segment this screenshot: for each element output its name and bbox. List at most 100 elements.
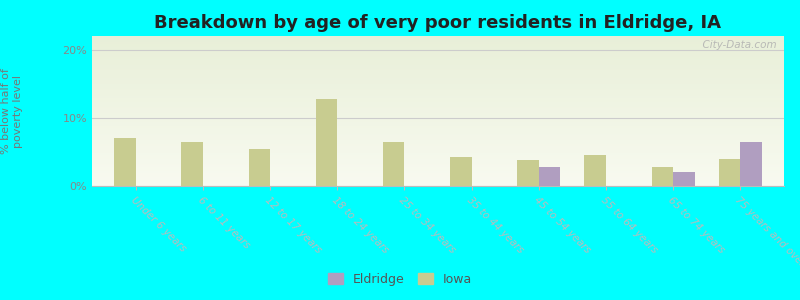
Bar	[92, 123, 784, 124]
Bar	[92, 56, 784, 57]
Bar	[92, 128, 784, 129]
Bar	[92, 42, 784, 44]
Bar	[92, 80, 784, 81]
Bar	[92, 39, 784, 40]
Bar	[92, 98, 784, 99]
Bar	[92, 124, 784, 126]
Bar	[92, 130, 784, 132]
Bar	[719, 159, 740, 186]
Bar	[92, 85, 784, 87]
Bar	[92, 134, 784, 135]
Bar	[92, 54, 784, 56]
Bar	[92, 126, 784, 128]
Bar	[92, 69, 784, 70]
Bar	[92, 184, 784, 186]
Bar	[92, 72, 784, 74]
Bar	[92, 52, 784, 54]
Bar	[92, 158, 784, 159]
Bar	[92, 140, 784, 141]
Bar	[92, 112, 784, 114]
Bar	[92, 165, 784, 166]
Bar	[92, 162, 784, 164]
Bar	[92, 168, 784, 170]
Bar	[92, 183, 784, 184]
Bar	[92, 132, 784, 134]
Bar	[92, 87, 784, 88]
Bar	[92, 74, 784, 75]
Text: % below half of
poverty level: % below half of poverty level	[1, 68, 23, 154]
Bar	[92, 108, 784, 110]
Bar	[92, 148, 784, 150]
Bar	[92, 48, 784, 50]
Bar	[92, 152, 784, 153]
Bar	[92, 159, 784, 160]
Bar	[518, 160, 538, 186]
Bar	[92, 38, 784, 39]
Bar	[92, 102, 784, 104]
Bar	[92, 94, 784, 96]
Bar	[92, 172, 784, 174]
Bar	[92, 58, 784, 60]
Bar	[92, 160, 784, 162]
Bar	[92, 46, 784, 48]
Bar	[92, 90, 784, 92]
Bar	[92, 141, 784, 142]
Title: Breakdown by age of very poor residents in Eldridge, IA: Breakdown by age of very poor residents …	[154, 14, 722, 32]
Bar	[92, 164, 784, 165]
Bar	[92, 153, 784, 154]
Bar	[92, 147, 784, 148]
Bar	[673, 172, 694, 186]
Bar	[92, 51, 784, 52]
Bar	[92, 40, 784, 42]
Bar	[383, 142, 405, 186]
Bar	[92, 63, 784, 64]
Bar	[92, 114, 784, 116]
Bar	[450, 158, 471, 186]
Bar	[92, 88, 784, 90]
Bar	[92, 182, 784, 183]
Bar	[92, 180, 784, 182]
Bar	[92, 174, 784, 176]
Bar	[92, 84, 784, 86]
Bar	[92, 64, 784, 66]
Bar	[92, 135, 784, 136]
Bar	[92, 99, 784, 100]
Bar	[92, 156, 784, 158]
Bar	[92, 60, 784, 61]
Bar	[92, 50, 784, 51]
Bar	[92, 129, 784, 130]
Text: City-Data.com: City-Data.com	[697, 40, 777, 50]
Bar	[92, 154, 784, 156]
Bar	[92, 118, 784, 120]
Bar	[92, 167, 784, 168]
Bar	[92, 144, 784, 146]
Bar	[92, 138, 784, 140]
Bar	[182, 142, 203, 186]
Bar	[92, 105, 784, 106]
Bar	[92, 106, 784, 108]
Bar	[740, 142, 762, 186]
Bar	[652, 167, 673, 186]
Bar	[92, 96, 784, 98]
Bar	[92, 176, 784, 177]
Legend: Eldridge, Iowa: Eldridge, Iowa	[323, 268, 477, 291]
Bar	[92, 70, 784, 72]
Bar	[92, 142, 784, 144]
Bar	[92, 178, 784, 180]
Bar	[316, 99, 338, 186]
Bar	[92, 136, 784, 138]
Bar	[92, 110, 784, 111]
Bar	[92, 76, 784, 78]
Bar	[92, 36, 784, 38]
Bar	[92, 57, 784, 58]
Bar	[92, 120, 784, 122]
Bar	[92, 103, 784, 105]
Bar	[92, 81, 784, 82]
Bar	[538, 167, 560, 186]
Bar	[92, 66, 784, 68]
Bar	[92, 116, 784, 117]
Bar	[92, 61, 784, 63]
Bar	[92, 75, 784, 76]
Bar	[92, 92, 784, 93]
Bar	[114, 138, 136, 186]
